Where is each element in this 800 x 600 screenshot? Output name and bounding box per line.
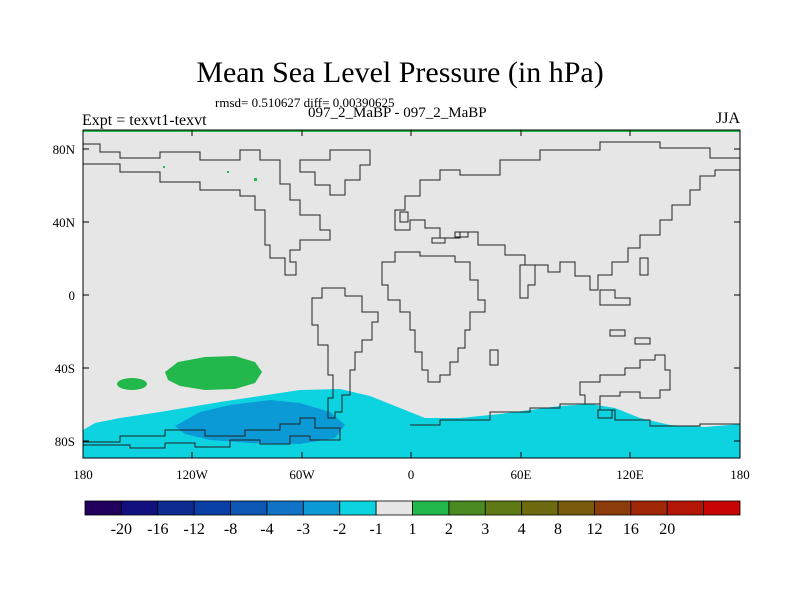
colorbar-label-5: -3 [297, 521, 310, 538]
lon-axis: 180 120W 60W 0 60E 120E 180 [73, 130, 750, 482]
lat-axis: 80N 40N 0 40S 80S [53, 142, 740, 449]
anomaly-dot-arctic-3 [254, 178, 257, 181]
lon-tick-0: 0 [408, 467, 415, 482]
colorbar: -20 -16 -12 -8 -4 -3 -2 -1 1 2 3 4 8 12 16 20 [84, 500, 741, 538]
coastline-japan [639, 257, 649, 276]
lon-tick-120e: 120E [616, 467, 644, 482]
colorbar-swatch-7 [339, 500, 377, 516]
colorbar-swatch-4 [230, 500, 268, 516]
lat-tick-80s: 80S [55, 434, 75, 449]
colorbar-label-15: 20 [659, 521, 675, 538]
anomaly-region-pos2-small [117, 378, 147, 390]
lon-tick-60w: 60W [289, 467, 315, 482]
anomaly-region-pos2-large [165, 356, 262, 390]
coastline-india [519, 264, 536, 299]
colorbar-swatch-13 [557, 500, 595, 516]
coastline-se-asia [599, 289, 631, 306]
coastline-south-america [311, 287, 379, 419]
colorbar-label-2: -12 [184, 521, 205, 538]
colorbar-swatch-15 [630, 500, 668, 516]
coastline-antarctica [83, 417, 341, 449]
experiment-label: Expt = texvt1-texvt [82, 112, 207, 129]
colorbar-swatch-6 [302, 500, 341, 516]
stats-label: rmsd= 0.510627 diff= 0.00390625 [215, 95, 395, 110]
lon-tick-60e: 60E [511, 467, 532, 482]
colorbar-label-7: -1 [369, 521, 382, 538]
colorbar-swatch-5 [266, 500, 304, 516]
colorbar-swatch-16 [666, 500, 705, 516]
colorbar-label-0: -20 [111, 521, 132, 538]
map-area [83, 130, 740, 458]
colorbar-swatch-11 [484, 500, 523, 516]
lon-tick-180e: 180 [730, 467, 750, 482]
colorbar-label-1: -16 [147, 521, 168, 538]
colorbar-swatch-17 [703, 500, 741, 516]
lon-tick-120w: 120W [176, 467, 209, 482]
colorbar-swatch-12 [521, 500, 559, 516]
colorbar-label-12: 8 [554, 521, 562, 538]
colorbar-swatch-10 [448, 500, 486, 516]
lat-tick-0: 0 [69, 288, 76, 303]
anomaly-dot-arctic-2 [227, 171, 229, 173]
colorbar-label-13: 12 [586, 521, 602, 538]
colorbar-label-8: 1 [409, 521, 417, 538]
colorbar-label-10: 3 [481, 521, 489, 538]
colorbar-swatch-14 [594, 500, 632, 516]
comparison-label: 097_2_MaBP - 097_2_MaBP [308, 105, 487, 121]
colorbar-swatch-9 [412, 500, 450, 516]
coastline-eurasia [394, 141, 740, 291]
coastline-north-america [83, 143, 331, 276]
colorbar-label-4: -4 [260, 521, 273, 538]
colorbar-swatch-0 [84, 500, 122, 516]
anomaly-region-neg2 [175, 400, 345, 444]
coastline-greenland [299, 149, 371, 196]
anomaly-dot-arctic-1 [163, 166, 165, 168]
plot-title: Mean Sea Level Pressure (in hPa) [196, 56, 604, 89]
colorbar-label-9: 2 [445, 521, 453, 538]
colorbar-swatch-8 [375, 500, 413, 516]
coastline-indonesia [609, 329, 651, 345]
lat-tick-40s: 40S [55, 361, 75, 376]
colorbar-label-14: 16 [623, 521, 639, 538]
colorbar-swatch-2 [157, 500, 195, 516]
colorbar-swatch-3 [193, 500, 231, 516]
lat-tick-40n: 40N [53, 215, 76, 230]
coastline-madagascar [489, 349, 499, 366]
map-background [83, 130, 740, 458]
coastline-antarctica-east [410, 403, 740, 427]
lat-tick-80n: 80N [53, 142, 76, 157]
coastline-antarctica-peninsula [597, 409, 613, 419]
coastline-africa [381, 251, 486, 383]
coastline-british-isles [399, 211, 409, 223]
colorbar-label-11: 4 [518, 521, 526, 538]
colorbar-label-3: -8 [224, 521, 237, 538]
coastlines [83, 141, 740, 449]
coastline-mediterranean [431, 231, 469, 244]
colorbar-swatch-1 [120, 500, 159, 516]
season-label: JJA [716, 110, 741, 127]
colorbar-label-6: -2 [333, 521, 346, 538]
lon-tick-180w: 180 [73, 467, 93, 482]
